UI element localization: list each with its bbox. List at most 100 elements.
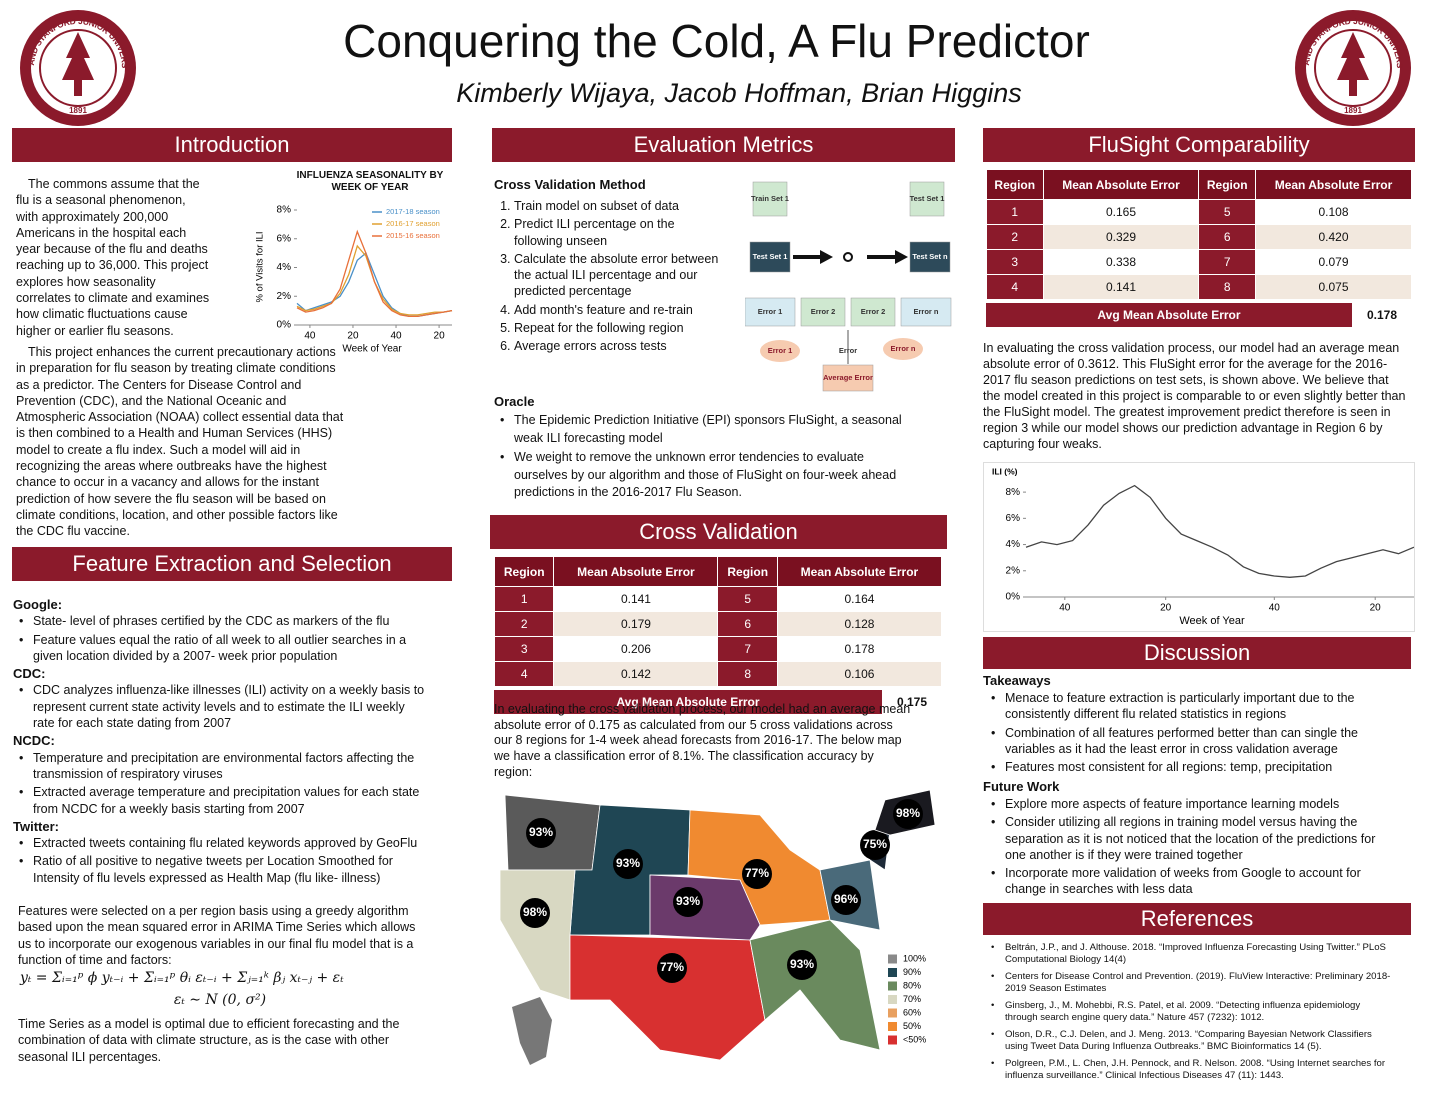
arrow-head bbox=[895, 250, 908, 264]
table-cell: 0.165 bbox=[1042, 199, 1200, 225]
subheading: Cross Validation Method bbox=[494, 177, 646, 192]
chart-container: INFLUENZA SEASONALITY BY WEEK OF YEAR 0%… bbox=[250, 170, 455, 355]
diagram-label: Error 2 bbox=[811, 307, 836, 316]
table-cell: 0.420 bbox=[1254, 224, 1413, 250]
subheading: Oracle bbox=[494, 394, 535, 409]
table: Region Mean Absolute Error Region Mean Abso… bbox=[493, 556, 943, 714]
diagram-label: Error n bbox=[913, 307, 938, 316]
table-cell: 0.142 bbox=[553, 661, 719, 687]
seal: LELAND STANFORD JUNIOR UNIVERSITY1891 bbox=[18, 8, 136, 126]
avg-row: Avg Mean Absolute Error 0.175 bbox=[494, 690, 942, 714]
list-item: Consider utilizing all regions in traini… bbox=[991, 814, 1390, 863]
table-cell: 0.141 bbox=[553, 586, 719, 612]
x-tick-label: 40 bbox=[1059, 603, 1071, 614]
list: State- level of phrases certified by the… bbox=[13, 613, 428, 664]
legend-label: 50% bbox=[903, 1021, 921, 1031]
equation: εₜ ∼ N (0, σ²) bbox=[173, 992, 267, 1008]
table-cell: 0.206 bbox=[553, 636, 719, 662]
diagram-node bbox=[749, 241, 791, 273]
x-tick-label: 40 bbox=[1269, 603, 1281, 614]
x-axis-label: Week of Year bbox=[342, 344, 402, 355]
table-row: 4 0.141 8 0.075 bbox=[986, 274, 1413, 300]
diagram-label: Error bbox=[839, 346, 857, 355]
diagram-node bbox=[850, 297, 896, 327]
y-axis-label: ILI (%) bbox=[992, 466, 1018, 476]
group-label: NCDC: bbox=[13, 733, 55, 749]
authors: Kimberly Wijaya, Jacob Hoffman, Brian Hi… bbox=[456, 78, 1022, 108]
list-item: Centers for Disease Control and Preventi… bbox=[991, 971, 1395, 995]
paragraph: This project enhances the current precau… bbox=[16, 345, 344, 539]
legend-label: 80% bbox=[903, 980, 921, 990]
table-cell: 0.338 bbox=[1042, 249, 1200, 275]
region-badge bbox=[742, 859, 772, 889]
table-cell: 5 bbox=[717, 586, 778, 612]
list-item: We weight to remove the unknown error te… bbox=[500, 449, 914, 502]
legend-label: 2016-17 season bbox=[386, 219, 440, 228]
list-item: Beltrán, J.P., and J. Althouse. 2018. “I… bbox=[991, 942, 1395, 966]
y-tick-label: 0% bbox=[277, 320, 292, 331]
chart: 0% 2% 4% 6% 8% 40 20 40 20 2017-18 season 2016-17 … bbox=[255, 205, 453, 355]
list: CDC analyzes influenza-like illnesses (I… bbox=[13, 682, 428, 731]
diagram-node bbox=[800, 297, 846, 327]
diagram-node bbox=[883, 338, 923, 360]
table-cell: 1 bbox=[986, 199, 1044, 225]
region-label: 93% bbox=[676, 894, 700, 908]
seal-core bbox=[1314, 29, 1392, 107]
subheading: Takeaways bbox=[983, 673, 1051, 688]
column-header: Region bbox=[717, 556, 778, 587]
list-item: Menace to feature extraction is particul… bbox=[991, 690, 1390, 723]
header-row: Region Mean Absolute Error Region Mean Abso… bbox=[986, 169, 1413, 200]
list-item: The Epidemic Prediction Initiative (EPI)… bbox=[500, 412, 914, 447]
legend-label: <50% bbox=[903, 1034, 926, 1044]
region-label: 93% bbox=[616, 856, 640, 870]
paragraph: Features were selected on a per region b… bbox=[18, 904, 416, 967]
takeaways-list: Menace to feature extraction is particul… bbox=[985, 690, 1390, 777]
x-tick-label: 40 bbox=[390, 331, 402, 342]
map: 93% 93% 98% 77% 93% 77% 93% 96% 75% 98% 100% 90% 80%… bbox=[499, 789, 936, 1065]
list: Temperature and precipitation are enviro… bbox=[13, 750, 428, 817]
table-cell: 0.128 bbox=[776, 611, 943, 637]
table-cell: 0.106 bbox=[776, 661, 943, 687]
section-heading: Discussion bbox=[983, 637, 1411, 669]
diagram-label: Test Set 1 bbox=[753, 252, 788, 261]
region-label: 75% bbox=[863, 837, 887, 851]
y-tick-label: 6% bbox=[277, 233, 292, 244]
column-header: Mean Absolute Error bbox=[776, 556, 943, 587]
y-tick-label: 2% bbox=[277, 291, 292, 302]
section-heading: FluSight Comparability bbox=[983, 128, 1415, 162]
paragraph: In evaluating the cross validation proce… bbox=[494, 702, 911, 779]
table-grid: Region Mean Absolute Error Region Mean Abso… bbox=[493, 556, 943, 687]
legend-swatch bbox=[888, 1035, 897, 1045]
section-heading: Introduction bbox=[12, 128, 452, 162]
table-row: 2 0.179 6 0.128 bbox=[493, 611, 943, 637]
feature-list: Google:State- level of phrases certified… bbox=[13, 597, 428, 888]
table-row: 1 0.165 5 0.108 bbox=[986, 199, 1413, 225]
table-cell: 0.075 bbox=[1254, 274, 1413, 300]
avg-row: Avg Mean Absolute Error 0.178 bbox=[986, 303, 1412, 327]
list: Explore more aspects of feature importan… bbox=[985, 796, 1390, 898]
section-heading: Feature Extraction and Selection bbox=[12, 547, 452, 581]
x-tick-label: 20 bbox=[434, 331, 446, 342]
group-label: Twitter: bbox=[13, 818, 59, 834]
table-cell: 0.141 bbox=[1042, 274, 1200, 300]
list-item: Temperature and precipitation are enviro… bbox=[19, 750, 428, 783]
legend-label: 2015-16 season bbox=[386, 231, 440, 240]
list-item: CDC analyzes influenza-like illnesses (I… bbox=[19, 682, 428, 731]
region-badge bbox=[893, 799, 923, 829]
list-item: Add month's feature and re-train bbox=[514, 302, 719, 318]
list-item: State- level of phrases certified by the… bbox=[19, 613, 428, 630]
table-cell: 0.178 bbox=[776, 636, 943, 662]
section-heading: Cross Validation bbox=[490, 515, 947, 549]
list-item: Average errors across tests bbox=[514, 338, 719, 354]
list-item: Incorporate more validation of weeks fro… bbox=[991, 865, 1390, 898]
region-label: 98% bbox=[523, 905, 547, 919]
x-tick-label: 40 bbox=[304, 331, 316, 342]
diagram: Train Set 1 Test Set 1 Test Set 1 Test Set … bbox=[745, 181, 952, 392]
table-cell: 8 bbox=[1198, 274, 1256, 300]
list-item: Ratio of all positive to negative tweets… bbox=[19, 853, 428, 886]
x-tick-label: 20 bbox=[347, 331, 359, 342]
diagram-label: Error n bbox=[890, 344, 915, 353]
region-badge bbox=[673, 887, 703, 917]
diagram-node bbox=[909, 241, 951, 273]
